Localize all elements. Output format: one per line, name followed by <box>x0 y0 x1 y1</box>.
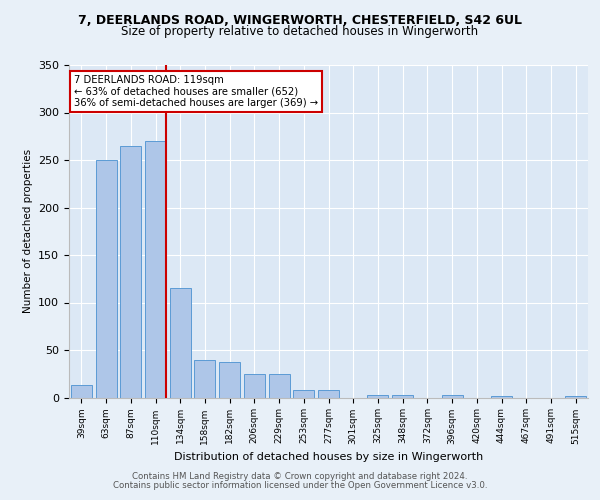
Bar <box>442 394 463 398</box>
Bar <box>392 394 413 398</box>
Text: Contains public sector information licensed under the Open Government Licence v3: Contains public sector information licen… <box>113 481 487 490</box>
Bar <box>318 390 339 398</box>
Bar <box>194 360 215 398</box>
Text: Size of property relative to detached houses in Wingerworth: Size of property relative to detached ho… <box>121 25 479 38</box>
Text: Contains HM Land Registry data © Crown copyright and database right 2024.: Contains HM Land Registry data © Crown c… <box>132 472 468 481</box>
Bar <box>565 396 586 398</box>
Bar <box>120 146 141 398</box>
Bar <box>269 374 290 398</box>
Bar <box>170 288 191 398</box>
Bar <box>95 160 116 398</box>
Text: 7, DEERLANDS ROAD, WINGERWORTH, CHESTERFIELD, S42 6UL: 7, DEERLANDS ROAD, WINGERWORTH, CHESTERF… <box>78 14 522 27</box>
Bar <box>491 396 512 398</box>
Bar <box>293 390 314 398</box>
Y-axis label: Number of detached properties: Number of detached properties <box>23 149 32 314</box>
Bar <box>145 141 166 398</box>
Text: 7 DEERLANDS ROAD: 119sqm
← 63% of detached houses are smaller (652)
36% of semi-: 7 DEERLANDS ROAD: 119sqm ← 63% of detach… <box>74 75 319 108</box>
Bar <box>244 374 265 398</box>
Bar <box>219 362 240 398</box>
Bar <box>367 394 388 398</box>
X-axis label: Distribution of detached houses by size in Wingerworth: Distribution of detached houses by size … <box>174 452 483 462</box>
Bar <box>71 385 92 398</box>
